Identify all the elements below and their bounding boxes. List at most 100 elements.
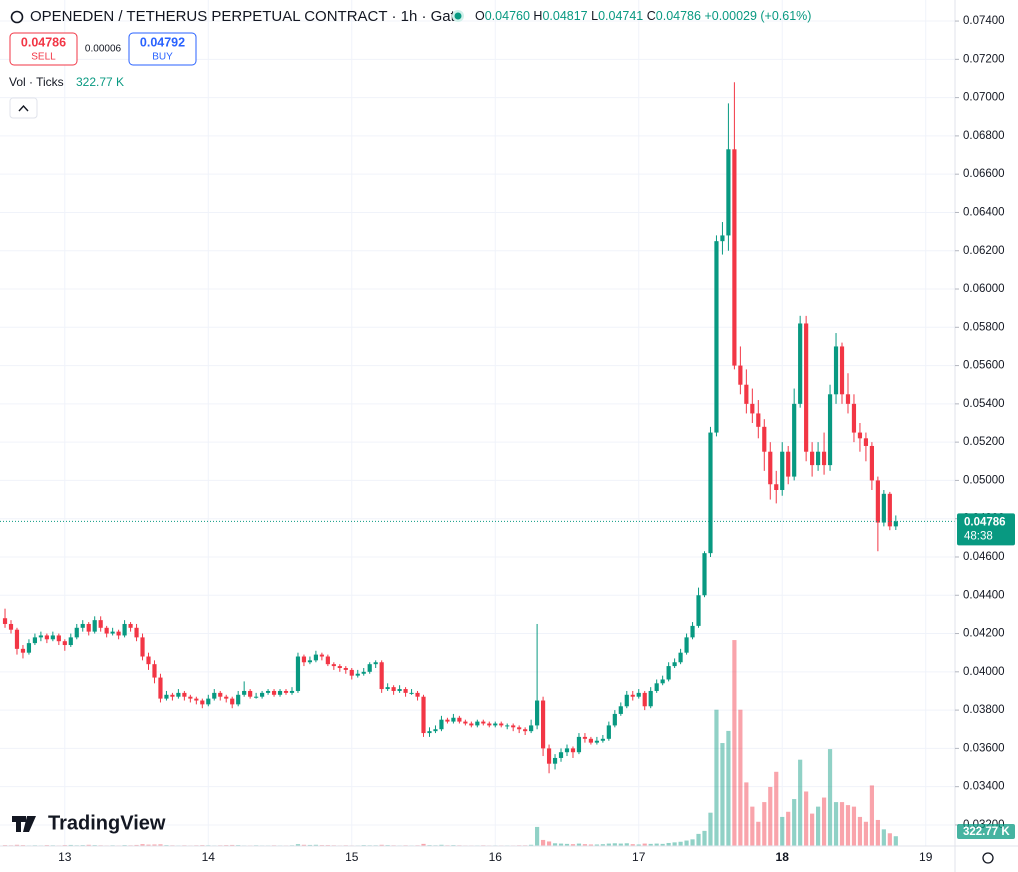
y-tick-label: 0.06800	[963, 130, 1005, 142]
sell-price[interactable]: 0.04786	[21, 35, 66, 49]
candle-body	[606, 725, 611, 739]
candle-body	[74, 627, 79, 638]
candle-body	[750, 403, 755, 414]
x-tick-label: 13	[58, 850, 72, 864]
ohlc-legend: O0.04760 H0.04817 L0.04741 C0.04786 +0.0…	[475, 9, 811, 23]
brand-logo[interactable]: TradingView	[12, 812, 166, 834]
volume-value: 322.77 K	[76, 75, 124, 89]
candle-body	[648, 690, 653, 707]
symbol-icon[interactable]	[10, 10, 24, 24]
candle-body	[379, 662, 384, 690]
candle-body	[218, 692, 223, 697]
volume-bar	[678, 841, 683, 846]
volume-bar	[529, 844, 534, 846]
volume-bar	[439, 844, 444, 846]
candle-body	[804, 323, 809, 452]
buy-price[interactable]: 0.04792	[140, 35, 185, 49]
candle-body	[427, 731, 432, 734]
ohlc-value: 0.04741	[598, 9, 643, 23]
candle-body	[98, 620, 103, 628]
candle-body	[319, 654, 324, 657]
buy-label[interactable]: BUY	[152, 52, 173, 63]
sell-label[interactable]: SELL	[31, 52, 56, 63]
volume-bar	[875, 819, 880, 846]
market-status-dot	[454, 12, 462, 20]
candle-body	[576, 736, 582, 753]
volume-bar	[576, 843, 582, 846]
ohlc-key: C	[647, 9, 656, 23]
ohlc-key: O	[475, 9, 485, 23]
volume-bar	[863, 821, 869, 846]
candle-body	[774, 484, 779, 490]
candle-body	[786, 451, 791, 477]
sell-button[interactable]	[9, 32, 78, 66]
buy-button[interactable]	[128, 32, 197, 66]
volume-bar	[630, 844, 635, 846]
ohlc-change: +0.00029 (+0.61%)	[704, 9, 811, 23]
candle-body	[744, 384, 749, 404]
candle-body	[20, 648, 26, 653]
candle-body	[295, 656, 301, 691]
collapse-icon[interactable]	[18, 104, 29, 112]
candle-body	[487, 723, 492, 726]
volume-bar	[696, 833, 701, 846]
settings-icon[interactable]	[982, 852, 994, 864]
candle-body	[463, 721, 468, 724]
y-tick-label: 0.06400	[963, 206, 1005, 218]
brand-name[interactable]: TradingView	[48, 812, 166, 834]
x-tick-label: 14	[202, 850, 216, 864]
candle-body	[535, 700, 540, 726]
collapse-button[interactable]	[9, 97, 38, 119]
candle-body	[349, 669, 354, 676]
spread: 0.00006	[85, 44, 122, 55]
candle-body	[176, 692, 181, 697]
volume-bar	[893, 836, 898, 846]
volume-bar	[588, 844, 594, 846]
brand-dot[interactable]	[27, 816, 33, 822]
volume-title[interactable]: Vol · Ticks	[9, 75, 64, 89]
volume-bar	[780, 816, 785, 846]
candle-body	[857, 432, 863, 439]
candle-body	[307, 660, 313, 663]
candle-body	[792, 403, 797, 477]
candle-body	[409, 692, 414, 694]
volume-bar	[869, 785, 874, 846]
candle-body	[863, 438, 869, 446]
candle-body	[636, 692, 641, 697]
volume-bar	[146, 844, 151, 846]
volume-bar	[564, 843, 570, 846]
volume-bar	[612, 843, 617, 846]
candle-body	[660, 679, 665, 684]
candle-body	[612, 713, 617, 726]
volume-bar	[786, 811, 791, 846]
candle-body	[780, 451, 785, 490]
y-tick-label: 0.07400	[963, 15, 1005, 27]
candle-body	[140, 637, 145, 657]
candle-body	[2, 618, 8, 624]
y-tick-label: 0.03400	[963, 781, 1005, 793]
candle-body	[493, 723, 498, 726]
candle-body	[762, 426, 767, 452]
candle-body	[666, 666, 671, 680]
candle-body	[469, 723, 474, 726]
candle-body	[206, 698, 211, 705]
candle-body	[146, 656, 151, 665]
y-tick-label: 0.04200	[963, 628, 1005, 640]
candle-body	[200, 700, 205, 705]
symbol-title[interactable]: OPENEDEN / TETHERUS PERPETUAL CONTRACT ·…	[30, 8, 463, 25]
candle-body	[887, 493, 892, 527]
volume-bar	[768, 786, 773, 846]
candle-body	[475, 721, 480, 726]
volume-bar	[804, 791, 809, 846]
candle-body	[385, 687, 390, 690]
volume-bar	[230, 844, 235, 846]
candle-body	[756, 413, 761, 427]
candle-body	[86, 623, 91, 632]
y-tick-label: 0.07000	[963, 92, 1005, 104]
candle-body	[552, 757, 558, 764]
candle-body	[230, 698, 235, 705]
candle-body	[821, 451, 827, 466]
ohlc-value: 0.04786	[656, 9, 701, 23]
volume-bar	[540, 839, 546, 846]
